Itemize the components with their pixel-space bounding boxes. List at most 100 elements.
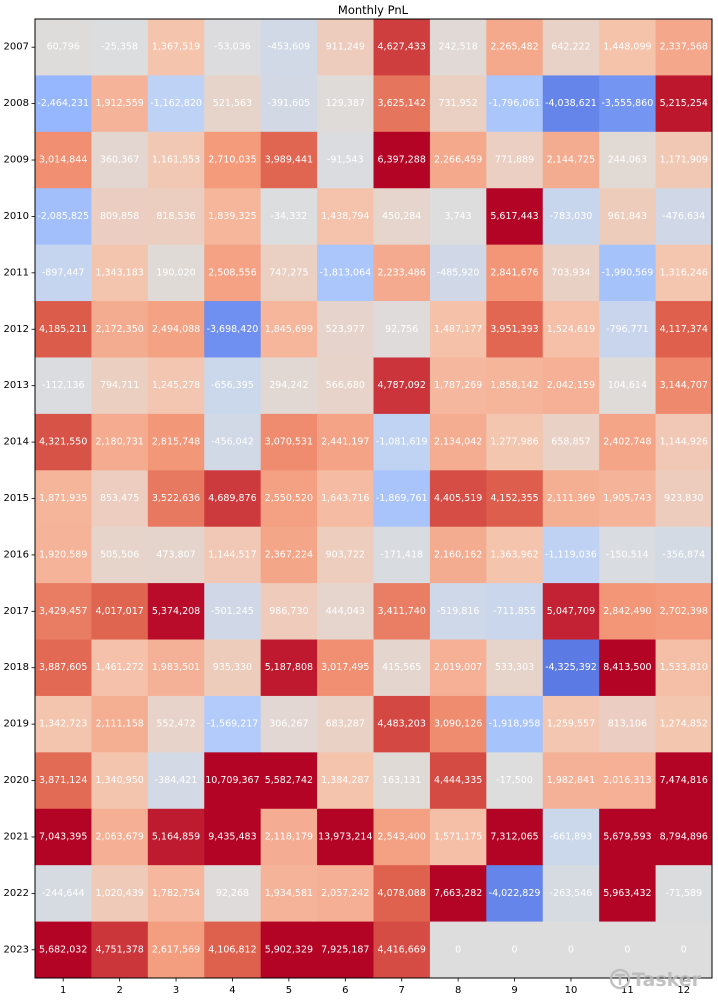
heatmap-cell [373,752,431,810]
cell-value-label: -1,813,064 [319,267,371,278]
cell-value-label: 360,367 [100,155,139,166]
cell-value-label: 1,343,183 [95,267,143,278]
heatmap-cell [260,921,318,979]
cell-value-label: 2,118,179 [265,831,313,842]
y-tick-label: 2009 [4,155,29,166]
x-tick-label: 2 [116,985,122,996]
cell-value-label: 5,963,432 [603,888,651,899]
heatmap-cell [373,188,431,246]
x-tick-label: 7 [399,985,405,996]
heatmap-cell [204,695,262,753]
heatmap-cell [655,413,713,471]
heatmap-cell [91,695,149,753]
cell-value-label: 2,172,350 [95,324,143,335]
cell-value-label: -91,543 [327,155,364,166]
cell-value-label: 13,973,214 [318,831,372,842]
heatmap-cell [147,188,205,246]
x-tick-label: 11 [621,985,634,996]
heatmap-cell [147,19,205,76]
heatmap-cell [655,244,713,302]
heatmap-cell [655,131,713,189]
y-tick-label: 2015 [4,493,29,504]
cell-value-label: 1,982,841 [547,775,595,786]
cell-value-label: 1,845,699 [265,324,313,335]
heatmap-cell [486,244,544,302]
cell-value-label: 961,843 [608,211,647,222]
heatmap-cell [373,301,431,358]
cell-value-label: 242,518 [438,42,477,53]
x-tick-label: 3 [173,985,179,996]
heatmap-cell [542,526,600,584]
heatmap-cell [91,357,149,415]
heatmap-cell [373,357,431,415]
heatmap-cell [260,583,318,641]
cell-value-label: 2,134,042 [434,437,482,448]
cell-value-label: 4,416,669 [378,944,426,955]
heatmap-cell [599,695,657,753]
heatmap-cell [429,75,487,133]
cell-value-label: 1,342,723 [39,719,87,730]
heatmap-cell [91,808,149,866]
cell-value-label: -1,796,061 [489,98,541,109]
cell-value-label: 3,429,457 [39,606,87,617]
heatmap-cell [260,413,318,471]
cell-value-label: 1,912,559 [95,98,143,109]
heatmap-cell [373,131,431,189]
cell-value-label: 415,565 [382,662,421,673]
heatmap-cell [429,131,487,189]
heatmap-cell [486,865,544,923]
cell-value-label: 1,871,935 [39,493,87,504]
heatmap-cell [91,131,149,189]
cell-value-label: 0 [681,944,687,955]
cell-value-label: 4,078,088 [378,888,426,899]
heatmap-cell [542,921,600,979]
cell-value-label: 2,441,197 [321,437,369,448]
cell-value-label: 2,543,400 [378,831,426,842]
cell-value-label: 4,106,812 [208,944,256,955]
cell-value-label: 923,830 [664,493,703,504]
cell-value-label: 818,536 [156,211,195,222]
heatmap-cell [429,695,487,753]
y-tick-label: 2016 [4,549,29,560]
y-tick-label: 2014 [4,437,29,448]
cell-value-label: 1,340,950 [95,775,143,786]
cell-value-label: 0 [568,944,574,955]
cell-value-label: 190,020 [156,267,195,278]
heatmap-cell [429,301,487,358]
cell-value-label: 523,977 [326,324,365,335]
heatmap-cell [599,752,657,810]
heatmap-cell [373,808,431,866]
cell-value-label: 4,321,550 [39,437,87,448]
heatmap-cell [35,865,92,923]
heatmap-cell [260,357,318,415]
heatmap-cell [35,357,92,415]
cell-value-label: 7,925,187 [321,944,369,955]
cell-value-label: 2,111,369 [547,493,595,504]
cell-value-label: 2,063,679 [95,831,143,842]
heatmap-cell [35,526,92,584]
heatmap-cell [91,244,149,302]
cell-value-label: 1,905,743 [603,493,651,504]
cell-value-label: 7,312,065 [490,831,538,842]
cell-value-label: -112,136 [42,380,85,391]
cell-value-label: 809,858 [100,211,139,222]
heatmap-cell [204,413,262,471]
heatmap-cell [147,639,205,697]
heatmap-cell [35,188,92,246]
heatmap-cell [542,131,600,189]
heatmap-cell [486,357,544,415]
heatmap-cell [317,301,374,358]
cell-value-label: 1,367,519 [152,42,200,53]
heatmap-cell [542,695,600,753]
heatmap-cell [260,188,318,246]
cell-value-label: 4,017,017 [95,606,143,617]
cell-value-label: 703,934 [551,267,590,278]
cell-value-label: -485,920 [437,267,480,278]
heatmap-cell [147,301,205,358]
heatmap-cell [373,639,431,697]
heatmap-cell [486,639,544,697]
heatmap-cell [429,808,487,866]
heatmap-cell [486,131,544,189]
cell-value-label: 2,144,725 [547,155,595,166]
heatmap-cell [147,413,205,471]
